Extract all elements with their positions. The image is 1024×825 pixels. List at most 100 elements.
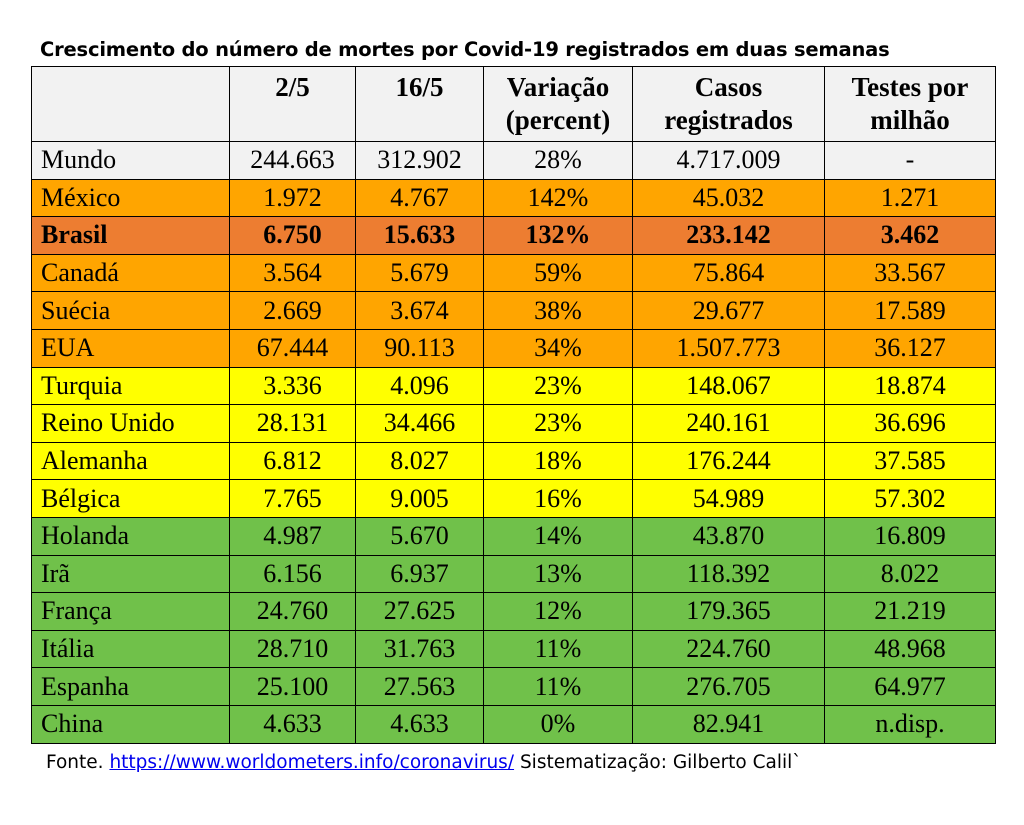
variation-cell: 18% (483, 441, 633, 481)
variation-cell: 14% (483, 516, 633, 556)
tests-cell: 57.302 (824, 479, 996, 518)
cases-cell: 179.365 (632, 592, 825, 631)
deaths-2-5-cell: 4.633 (229, 704, 356, 744)
deaths-2-5-cell: 2.669 (229, 291, 356, 330)
country-cell: Brasil (31, 216, 230, 255)
header-date-1: 2/5 (229, 66, 356, 142)
variation-cell: 38% (483, 291, 633, 330)
cases-cell: 148.067 (632, 366, 825, 406)
deaths-2-5-cell: 1.972 (229, 178, 356, 218)
country-cell: Mundo (31, 141, 230, 180)
variation-cell: 13% (483, 554, 633, 594)
deaths-16-5-cell: 34.466 (355, 404, 484, 443)
cases-cell: 118.392 (632, 554, 825, 594)
country-cell: França (31, 592, 230, 631)
deaths-16-5-cell: 6.937 (355, 554, 484, 594)
deaths-2-5-cell: 244.663 (229, 141, 356, 180)
tests-cell: 1.271 (824, 178, 996, 218)
table-title: Crescimento do número de mortes por Covi… (40, 38, 890, 61)
country-cell: Reino Unido (31, 404, 230, 443)
deaths-16-5-cell: 4.767 (355, 178, 484, 218)
deaths-2-5-cell: 6.750 (229, 216, 356, 255)
cases-cell: 29.677 (632, 291, 825, 330)
variation-cell: 11% (483, 629, 633, 669)
deaths-2-5-cell: 6.812 (229, 441, 356, 481)
table-row: Mundo 244.663 312.902 28% 4.717.009- (31, 141, 996, 180)
table-row: Suécia 2.669 3.674 38% 29.677 17.589 (31, 291, 996, 330)
tests-cell: - (824, 141, 996, 180)
country-cell: Holanda (31, 516, 230, 556)
deaths-16-5-cell: 5.670 (355, 516, 484, 556)
country-cell: Irã (31, 554, 230, 594)
deaths-2-5-cell: 24.760 (229, 592, 356, 631)
tests-cell: n.disp. (824, 704, 996, 744)
tests-cell: 36.696 (824, 404, 996, 443)
country-cell: Espanha (31, 667, 230, 706)
header-date-2: 16/5 (355, 66, 484, 142)
deaths-16-5-cell: 8.027 (355, 441, 484, 481)
cases-cell: 1.507.773 (632, 328, 825, 368)
deaths-2-5-cell: 28.710 (229, 629, 356, 669)
tests-cell: 8.022 (824, 554, 996, 594)
variation-cell: 23% (483, 366, 633, 406)
deaths-2-5-cell: 67.444 (229, 328, 356, 368)
variation-cell: 16% (483, 479, 633, 518)
table-row: China 4.633 4.633 0% 82.941 n.disp. (31, 704, 996, 744)
variation-cell: 0% (483, 704, 633, 744)
variation-cell: 12% (483, 592, 633, 631)
deaths-16-5-cell: 5.679 (355, 253, 484, 293)
tests-cell: 64.977 (824, 667, 996, 706)
country-cell: Itália (31, 629, 230, 669)
tests-cell: 16.809 (824, 516, 996, 556)
tests-cell: 37.585 (824, 441, 996, 481)
cases-cell: 276.705 (632, 667, 825, 706)
data-table: 2/5 16/5 Variação (percent) Casos registra… (31, 66, 996, 744)
tests-cell: 18.874 (824, 366, 996, 406)
deaths-2-5-cell: 3.564 (229, 253, 356, 293)
country-cell: China (31, 704, 230, 744)
country-cell: EUA (31, 328, 230, 368)
deaths-2-5-cell: 6.156 (229, 554, 356, 594)
tests-cell: 17.589 (824, 291, 996, 330)
deaths-16-5-cell: 312.902 (355, 141, 484, 180)
cases-cell: 233.142 (632, 216, 825, 255)
table-row: Reino Unido 28.131 34.466 23% 240.161 36.696 (31, 404, 996, 443)
header-row: 2/5 16/5 Variação (percent) Casos registra… (31, 66, 996, 142)
table-row: Itália 28.710 31.763 11% 224.760 48.968 (31, 629, 996, 669)
table-row: Holanda 4.987 5.670 14% 43.870 16.809 (31, 516, 996, 556)
header-variation: Variação (percent) (483, 66, 633, 142)
deaths-16-5-cell: 31.763 (355, 629, 484, 669)
table-row: Turquia 3.336 4.096 23% 148.067 18.874 (31, 366, 996, 406)
deaths-16-5-cell: 90.113 (355, 328, 484, 368)
table-row: Espanha 25.100 27.563 11% 276.705 64.977 (31, 667, 996, 706)
deaths-16-5-cell: 4.096 (355, 366, 484, 406)
deaths-2-5-cell: 28.131 (229, 404, 356, 443)
deaths-16-5-cell: 9.005 (355, 479, 484, 518)
variation-cell: 28% (483, 141, 633, 180)
cases-cell: 75.864 (632, 253, 825, 293)
deaths-16-5-cell: 15.633 (355, 216, 484, 255)
table-row: EUA 67.444 90.113 34% 1.507.773 36.127 (31, 328, 996, 368)
country-cell: Canadá (31, 253, 230, 293)
variation-cell: 11% (483, 667, 633, 706)
cases-cell: 240.161 (632, 404, 825, 443)
cases-cell: 82.941 (632, 704, 825, 744)
header-cases: Casos registrados (632, 66, 825, 142)
tests-cell: 33.567 (824, 253, 996, 293)
table-row: Brasil 6.750 15.633 132% 233.142 3.462 (31, 216, 996, 255)
table-row: México 1.972 4.767 142% 45.032 1.271 (31, 178, 996, 218)
variation-cell: 59% (483, 253, 633, 293)
cases-cell: 43.870 (632, 516, 825, 556)
source-prefix: Fonte. (46, 752, 104, 773)
table-row: França 24.760 27.625 12% 179.365 21.219 (31, 592, 996, 631)
source-link[interactable]: https://www.worldometers.info/coronaviru… (109, 752, 515, 773)
variation-cell: 34% (483, 328, 633, 368)
deaths-16-5-cell: 27.563 (355, 667, 484, 706)
deaths-2-5-cell: 3.336 (229, 366, 356, 406)
country-cell: Bélgica (31, 479, 230, 518)
table-row: Canadá 3.564 5.679 59% 75.864 33.567 (31, 253, 996, 293)
table-row: Alemanha 6.812 8.027 18% 176.244 37.585 (31, 441, 996, 481)
deaths-2-5-cell: 25.100 (229, 667, 356, 706)
header-corner (31, 66, 230, 142)
deaths-16-5-cell: 27.625 (355, 592, 484, 631)
